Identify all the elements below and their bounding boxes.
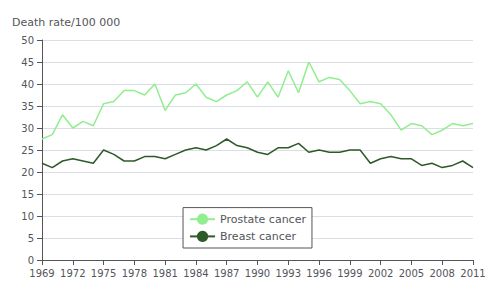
svg-text:1987: 1987: [214, 268, 239, 279]
svg-text:1990: 1990: [245, 268, 270, 279]
svg-text:1969: 1969: [29, 268, 54, 279]
svg-text:0: 0: [28, 255, 34, 266]
svg-text:Prostate cancer: Prostate cancer: [220, 213, 306, 226]
svg-text:1978: 1978: [122, 268, 147, 279]
svg-text:25: 25: [21, 145, 34, 156]
svg-text:1996: 1996: [306, 268, 331, 279]
svg-text:30: 30: [21, 123, 34, 134]
svg-text:1993: 1993: [276, 268, 301, 279]
svg-text:45: 45: [21, 57, 34, 68]
svg-text:40: 40: [21, 79, 34, 90]
svg-text:Death rate/100 000: Death rate/100 000: [12, 16, 120, 29]
svg-text:15: 15: [21, 189, 34, 200]
svg-text:1984: 1984: [183, 268, 208, 279]
svg-text:35: 35: [21, 101, 34, 112]
svg-text:20: 20: [21, 167, 34, 178]
svg-text:1975: 1975: [91, 268, 116, 279]
svg-text:50: 50: [21, 35, 34, 46]
svg-text:Breast cancer: Breast cancer: [220, 230, 296, 243]
svg-text:10: 10: [21, 211, 34, 222]
svg-text:2005: 2005: [399, 268, 424, 279]
svg-text:1972: 1972: [60, 268, 85, 279]
svg-text:2011: 2011: [460, 268, 485, 279]
svg-text:2008: 2008: [429, 268, 454, 279]
svg-text:5: 5: [28, 233, 34, 244]
svg-text:2002: 2002: [368, 268, 393, 279]
svg-text:1999: 1999: [337, 268, 362, 279]
svg-text:1981: 1981: [152, 268, 177, 279]
